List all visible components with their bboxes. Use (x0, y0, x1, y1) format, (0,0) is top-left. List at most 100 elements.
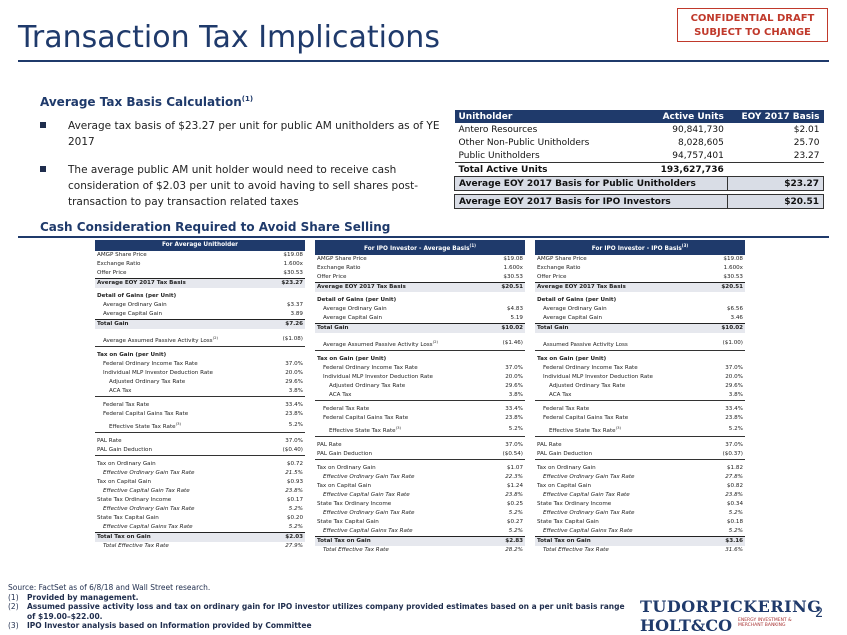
row-label: Exchange Ratio (95, 260, 269, 269)
row-label: Total Effective Tax Rate (95, 542, 269, 551)
panel-row-passive: Average Assumed Passive Activity Loss(2)… (95, 333, 305, 346)
row-label: Effective Capital Gain Tax Rate (535, 491, 708, 500)
row-label: Effective Ordinary Gain Tax Rate (535, 509, 708, 518)
row-label: State Tax Capital Gain (95, 514, 269, 523)
row-value: 23.8% (505, 491, 523, 498)
row-value: $20.51 (489, 282, 525, 293)
panel-row-total-eff: Total Effective Tax Rate 31.6% (535, 546, 745, 555)
row-value: $0.17 (286, 496, 303, 503)
row-value: 37.0% (725, 364, 743, 371)
row-label: Average Assumed Passive Activity Loss(2) (95, 333, 269, 346)
row-label-text: Total Effective Tax Rate (543, 546, 609, 553)
confidential-line-2: SUBJECT TO CHANGE (694, 27, 811, 38)
row-label: Offer Price (315, 273, 489, 283)
row-label-text: Adjusted Ordinary Tax Rate (329, 382, 406, 389)
row-label: Total Gain (535, 323, 709, 334)
panel-row-detail: Detail of Gains (per Unit) (315, 296, 525, 305)
row-label: Tax on Gain (per Unit) (535, 355, 708, 364)
panel-row-fed-tax: Federal Tax Rate 33.4% (315, 405, 525, 414)
row-value: $19.08 (723, 256, 743, 263)
row-label-text: Average Capital Gain (323, 315, 383, 322)
row-label: Average Capital Gain (95, 310, 269, 320)
row-label: Detail of Gains (per Unit) (315, 296, 489, 305)
panel-table: For Average Unitholder AMGP Share Price $1… (95, 240, 305, 551)
row-value: $1.24 (506, 482, 523, 489)
panel-row-state-cap: State Tax Capital Gain $0.27 (315, 518, 525, 527)
panel-row-state-ord: State Tax Ordinary Income $0.34 (535, 500, 745, 509)
panel-row-fed-ord: Federal Ordinary Income Tax Rate 37.0% (535, 364, 745, 373)
row-value: 29.6% (505, 382, 523, 389)
divider-row (315, 459, 525, 465)
panel-row-adj-ord: Adjusted Ordinary Tax Rate 29.6% (95, 378, 305, 387)
panel-row-state: Effective State Tax Rate(3) 5.2% (535, 423, 745, 436)
row-value: 5.2% (288, 523, 303, 530)
row-label-text: Average EOY 2017 Tax Basis (537, 284, 626, 291)
panel-row-ord-gain: Average Ordinary Gain $4.83 (315, 305, 525, 314)
panel-row-detail: Detail of Gains (per Unit) (535, 296, 745, 305)
section-basis-title: Average Tax Basis Calculation(1) (40, 95, 253, 109)
panel-table: For IPO Investor - Average Basis(1) AMGP … (315, 240, 525, 555)
row-label: Tax on Ordinary Gain (95, 460, 269, 469)
row-label: AMGP Share Price (95, 251, 269, 260)
panel-row-pal-rate: PAL Rate 37.0% (95, 437, 305, 446)
row-label: Federal Ordinary Income Tax Rate (315, 364, 489, 373)
divider-row (535, 400, 745, 406)
page-number: 2 (815, 606, 824, 621)
bullet-list: Average tax basis of $23.27 per unit for… (40, 118, 440, 222)
row-value: $30.53 (503, 274, 523, 281)
row-label: Effective Capital Gains Tax Rate (315, 527, 489, 537)
footnote: (1) Provided by management. (8, 593, 628, 603)
panel-header-text: For IPO Investor - Average Basis (364, 245, 470, 252)
row-value: 5.2% (728, 509, 743, 516)
row-label-text: Effective Ordinary Gain Tax Rate (323, 473, 415, 480)
row-value: $0.93 (286, 478, 303, 485)
row-label: Effective State Tax Rate(3) (315, 423, 489, 436)
row-value: $0.34 (726, 500, 743, 507)
row-label-text: PAL Gain Deduction (97, 446, 153, 453)
row-label-text: State Tax Capital Gain (537, 518, 599, 525)
title-rule (18, 60, 829, 62)
panel-header-sup: (3) (681, 243, 689, 248)
row-label-text: Exchange Ratio (97, 261, 141, 268)
row-label-text: Effective State Tax Rate (109, 423, 176, 430)
row-label: Federal Tax Rate (95, 401, 269, 410)
row-value: 3.46 (730, 315, 743, 322)
row-label-text: Offer Price (317, 274, 347, 281)
row-label-sup: (2) (212, 335, 218, 341)
row-value: 5.2% (508, 509, 523, 516)
row-label-text: Total Gain (537, 325, 569, 332)
row-label: Effective Ordinary Gain Tax Rate (315, 509, 489, 518)
row-value: $0.18 (726, 518, 743, 525)
row-label-text: Federal Tax Rate (543, 405, 590, 412)
panel-row-share-price: AMGP Share Price $19.08 (535, 255, 745, 264)
row-label: Exchange Ratio (315, 264, 489, 273)
row-label: Total Gain (95, 319, 270, 330)
row-label: Adjusted Ordinary Tax Rate (535, 382, 708, 391)
row-label: Tax on Gain (per Unit) (315, 355, 489, 364)
row-label: Federal Capital Gains Tax Rate (95, 410, 269, 419)
row-label-text: State Tax Ordinary Income (97, 496, 172, 503)
row-label: Detail of Gains (per Unit) (95, 292, 269, 301)
confidential-stamp: CONFIDENTIAL DRAFT SUBJECT TO CHANGE (677, 8, 828, 42)
panel-header-sup: (1) (469, 243, 476, 248)
divider-row (535, 436, 745, 442)
row-label-sup: (3) (615, 424, 621, 430)
cell: 25.70 (793, 137, 820, 148)
row-label-text: Effective Capital Gains Tax Rate (103, 523, 193, 530)
row-value: $10.02 (708, 323, 745, 334)
row-value: 37.0% (505, 441, 523, 448)
panel-row-tax-ord: Tax on Ordinary Gain $1.07 (315, 464, 525, 473)
panel-row-eff-cap: Effective Capital Gain Tax Rate 23.8% (315, 491, 525, 500)
panel-row-eff-state-cap: Effective Capital Gains Tax Rate 5.2% (315, 527, 525, 537)
row-label: Detail of Gains (per Unit) (535, 296, 708, 305)
row-label: Average Ordinary Gain (535, 305, 708, 314)
panel-row-mlp-ded: Individual MLP Investor Deduction Rate 20… (95, 369, 305, 378)
panel-row-fed-ord: Federal Ordinary Income Tax Rate 37.0% (315, 364, 525, 373)
row-label-text: PAL Gain Deduction (317, 450, 373, 457)
row-label: Effective State Tax Rate(3) (95, 419, 269, 432)
panel-row-ord-gain: Average Ordinary Gain $3.37 (95, 301, 305, 310)
panel-row-eff-state-cap: Effective Capital Gains Tax Rate 5.2% (95, 523, 305, 533)
cell: 94,757,401 (672, 150, 724, 161)
row-label: Offer Price (95, 269, 269, 279)
row-label: AMGP Share Price (315, 255, 489, 264)
